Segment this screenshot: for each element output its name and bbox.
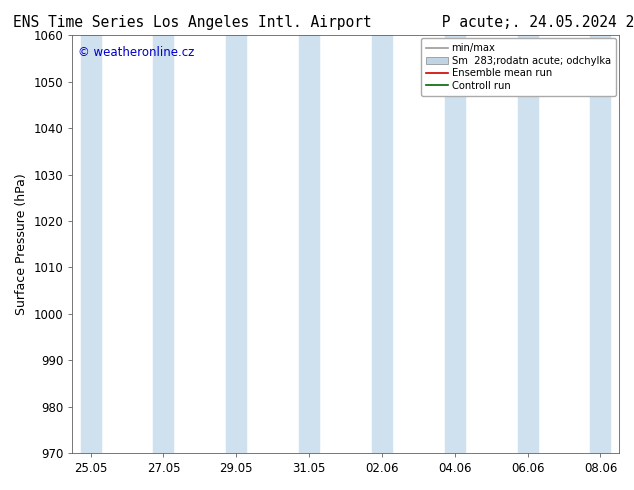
- Bar: [590, 35, 611, 453]
- Bar: [81, 35, 101, 453]
- Legend: min/max, Sm  283;rodatn acute; odchylka, Ensemble mean run, Controll run: min/max, Sm 283;rodatn acute; odchylka, …: [420, 38, 616, 96]
- Title: ENS Time Series Los Angeles Intl. Airport        P acute;. 24.05.2024 23 UTC: ENS Time Series Los Angeles Intl. Airpor…: [13, 15, 634, 30]
- Bar: [153, 35, 174, 453]
- Y-axis label: Surface Pressure (hPa): Surface Pressure (hPa): [15, 173, 28, 315]
- Bar: [299, 35, 319, 453]
- Bar: [226, 35, 246, 453]
- Bar: [445, 35, 465, 453]
- Bar: [372, 35, 392, 453]
- Text: © weatheronline.cz: © weatheronline.cz: [78, 46, 194, 59]
- Bar: [517, 35, 538, 453]
